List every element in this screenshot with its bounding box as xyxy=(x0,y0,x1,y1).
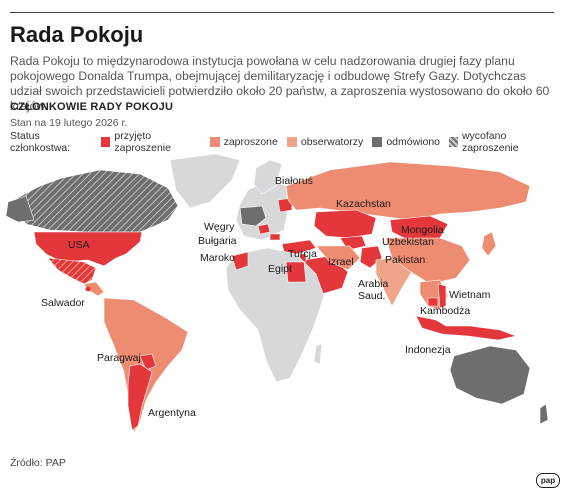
kambodza-shape xyxy=(427,297,439,307)
refused-swatch xyxy=(372,137,383,147)
label-wietnam: Wietnam xyxy=(449,289,491,301)
legend-item-observer: obserwatorzy xyxy=(286,136,364,148)
label-usa: USA xyxy=(68,239,90,251)
legend-label: obserwatorzy xyxy=(300,136,364,148)
bulgaria-shape xyxy=(269,233,281,241)
label-arabia: Arabia xyxy=(358,278,389,290)
mexico-shape xyxy=(47,257,97,285)
world-map: Białoruś Kazachstan Węgry Mongolia Bułga… xyxy=(5,153,549,433)
page-title: Rada Pokoju xyxy=(10,22,144,47)
maroko-shape xyxy=(231,251,249,271)
description: Rada Pokoju to międzynarodowa instytucja… xyxy=(10,54,550,113)
source-note: Źródło: PAP xyxy=(10,457,66,469)
paragwaj-shape xyxy=(139,353,157,371)
usa-shape xyxy=(33,231,143,267)
canada-shape xyxy=(9,169,179,233)
label-bulgaria: Bułgaria xyxy=(198,235,237,247)
legend-label: odmówiono xyxy=(386,136,441,148)
label-uzbekistan: Uzbekistan xyxy=(382,236,434,248)
indonezja-shape xyxy=(415,315,518,341)
legend-label: wycofano zaproszenie xyxy=(461,130,519,154)
label-mongolia: Mongolia xyxy=(401,224,444,236)
scandinavia-shape xyxy=(253,159,283,195)
label-saud: Saud. xyxy=(358,290,385,302)
label-wegry: Węgry xyxy=(204,221,235,233)
legend-item-accepted: przyjęto zaproszenie xyxy=(101,130,200,154)
legend-item-invited: zaproszone xyxy=(209,136,278,148)
status-date: Stan na 19 lutego 2026 r. xyxy=(10,117,128,129)
greenland-shape xyxy=(169,153,241,209)
legend-title: Status członkostwa: xyxy=(10,130,71,154)
label-izrael: Izrael xyxy=(328,256,354,268)
bialorus-shape xyxy=(277,197,293,213)
label-argentyna: Argentyna xyxy=(148,407,196,419)
label-egipt: Egipt xyxy=(268,263,292,275)
wietnam-shape xyxy=(437,283,447,309)
observer-swatch xyxy=(286,137,297,147)
wegry-shape xyxy=(257,223,271,235)
australia-shape xyxy=(449,345,531,405)
top-rule xyxy=(10,12,554,13)
russia-shape xyxy=(285,161,531,221)
refused-europe-shape xyxy=(239,205,267,227)
label-kazachstan: Kazachstan xyxy=(336,198,391,210)
alaska-shape xyxy=(5,195,35,223)
label-kambodza: Kambodża xyxy=(420,305,470,317)
madagascar-shape xyxy=(313,343,323,365)
japan-shape xyxy=(481,231,497,257)
kazachstan-shape xyxy=(313,209,377,239)
legend: Status członkostwa: przyjęto zaproszenie… xyxy=(10,130,564,154)
label-pakistan: Pakistan xyxy=(385,254,425,266)
china-shape xyxy=(385,237,471,285)
iran-shape xyxy=(315,245,361,271)
label-paragwaj: Paragwaj xyxy=(97,352,141,364)
legend-item-refused: odmówiono xyxy=(372,136,440,148)
invited-swatch xyxy=(209,137,220,147)
label-salwador: Salwador xyxy=(41,297,85,309)
map-subtitle: CZŁONKOWIE RADY POKOJU xyxy=(10,101,174,113)
egipt-shape xyxy=(285,261,307,283)
legend-label: zaproszone xyxy=(223,136,278,148)
label-maroko: Maroko xyxy=(200,252,235,264)
argentyna-shape xyxy=(127,363,153,431)
label-bialorus: Białoruś xyxy=(275,175,313,187)
label-turcja: Turcja xyxy=(288,248,317,260)
legend-label: przyjęto zaproszenie xyxy=(114,130,171,154)
accepted-swatch xyxy=(101,137,111,147)
label-indonezja: Indonezja xyxy=(405,344,451,356)
new-zealand-shape xyxy=(539,403,549,425)
withdrawn-swatch xyxy=(449,137,458,147)
legend-item-withdrawn: wycofano zaproszenie xyxy=(449,130,555,154)
turcja-shape xyxy=(281,239,317,255)
pap-logo: pap xyxy=(536,473,560,488)
salwador-marker xyxy=(85,286,91,292)
